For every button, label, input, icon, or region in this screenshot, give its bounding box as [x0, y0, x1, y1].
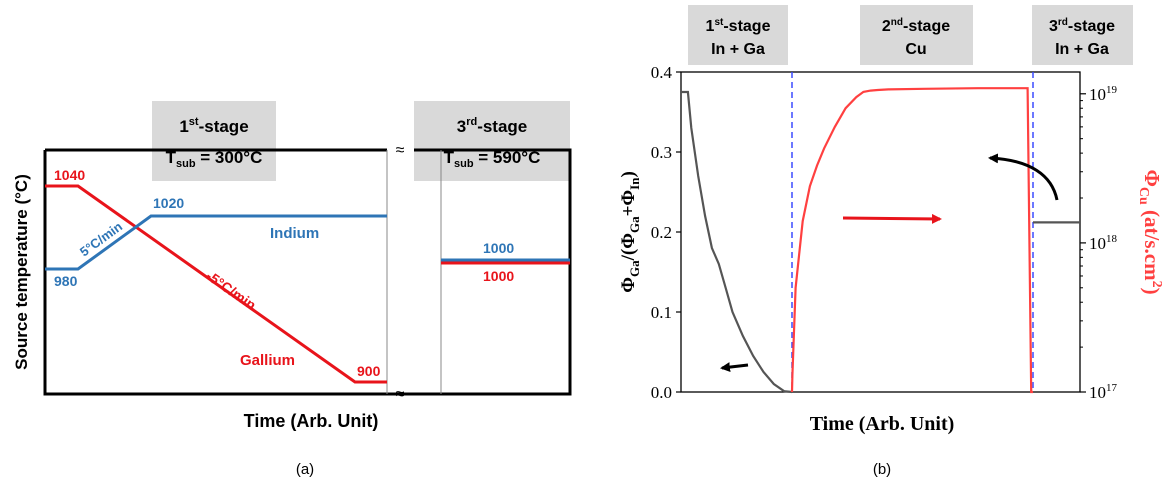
label-1020: 1020 — [153, 195, 184, 211]
arrow-left-axis — [720, 362, 749, 373]
series-line-indium-stage1 — [45, 214, 387, 271]
panel-label-b: (b) — [873, 461, 891, 478]
label-1000-gallium: 1000 — [483, 268, 514, 284]
stage-1-title-b: 1st-stage — [706, 17, 771, 35]
stage-box-1-b — [688, 5, 788, 65]
panel-b: 1st-stage In + Ga 2nd-stage Cu 3rd-stage… — [618, 5, 1164, 478]
x-axis-label-b: Time (Arb. Unit) — [810, 413, 955, 435]
stage-box-3-a — [414, 101, 570, 181]
stage-1-title-a: 1st-stage — [179, 116, 248, 136]
stage-1-sources-b: In + Ga — [711, 41, 765, 58]
stage-box-2-b — [860, 5, 973, 65]
y-left-tick-label: 0.3 — [651, 143, 672, 162]
y-axis-label-a: Source temperature (°C) — [12, 174, 31, 370]
label-1000-indium: 1000 — [483, 240, 514, 256]
stage-box-1-a — [152, 101, 276, 181]
stage-3-title-a: 3rd-stage — [457, 116, 528, 136]
stage-3-sources-b: In + Ga — [1055, 41, 1109, 58]
rate-label-gallium: -5°C/min — [203, 267, 259, 313]
axes-frame-a — [43, 148, 572, 396]
stage-1-tsub-a: Tsub = 300°C — [166, 148, 263, 170]
axis-break-top: ≈ — [396, 142, 405, 159]
series-line-ratio-stage1 — [681, 90, 793, 394]
label-1040: 1040 — [54, 167, 85, 183]
y-right-ticks: 1017 1018 1019 — [1080, 84, 1118, 402]
label-900: 900 — [357, 363, 381, 379]
stage-2-sources-b: Cu — [905, 41, 926, 58]
stage-box-3-b — [1032, 5, 1133, 65]
axis-break-bottom: ≈ — [396, 386, 405, 403]
series-group-b — [681, 87, 1080, 394]
series-line-gallium-stage1 — [45, 184, 387, 384]
y-left-tick-label: 0.2 — [651, 223, 672, 242]
x-axis-label-a: Time (Arb. Unit) — [244, 411, 379, 431]
axes-frame-b — [680, 71, 1081, 393]
legend-gallium: Gallium — [240, 352, 295, 369]
y-left-ticks: 0.0 0.1 0.2 0.3 0.4 — [651, 63, 681, 402]
label-980: 980 — [54, 273, 78, 289]
curved-arrow-left-axis — [988, 153, 1059, 201]
legend-indium: Indium — [270, 225, 319, 242]
y-right-tick-label: 1018 — [1089, 233, 1118, 253]
arrow-right-axis — [842, 213, 942, 224]
y-left-tick-label: 0.0 — [651, 383, 672, 402]
y-right-axis-label: ΦCu (at/s.cm2) — [1136, 169, 1164, 294]
y-left-tick-label: 0.1 — [651, 303, 672, 322]
y-right-tick-label: 1017 — [1089, 382, 1118, 402]
panel-label-a: (a) — [296, 461, 314, 478]
series-line-cu-flux — [790, 87, 1033, 394]
y-left-axis-label: ΦGa/(ΦGa+ΦIn) — [618, 171, 642, 293]
stage-3-tsub-a: Tsub = 590°C — [444, 148, 541, 170]
panel-a: 1st-stage Tsub = 300°C 3rd-stage Tsub = … — [12, 101, 572, 478]
y-left-tick-label: 0.4 — [651, 63, 673, 82]
stage-2-title-b: 2nd-stage — [882, 17, 950, 35]
stage-3-title-b: 3rd-stage — [1049, 17, 1115, 35]
y-right-tick-label: 1019 — [1089, 84, 1118, 104]
